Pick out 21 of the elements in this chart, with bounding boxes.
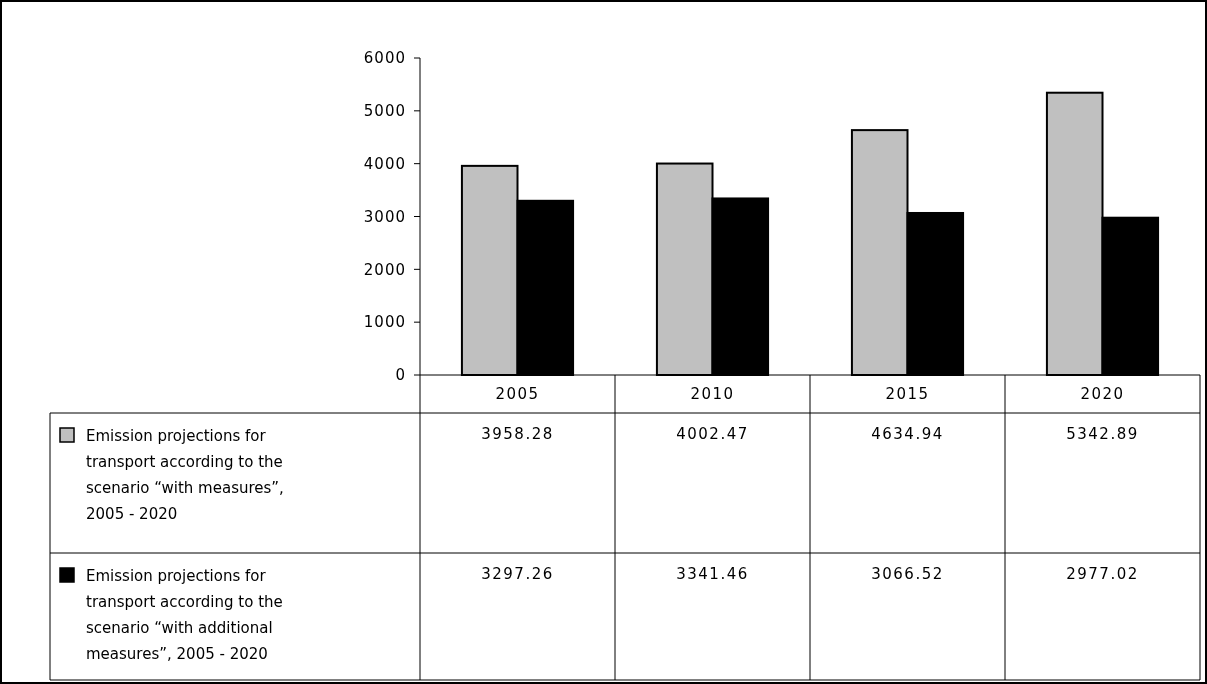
x-tick-label: 2005 <box>495 385 540 404</box>
y-tick-label: 4000 <box>363 154 406 173</box>
legend-label: Emission projections for transport according to the scenario “with measures”, 2005 - 2020 <box>86 427 284 523</box>
y-tick-label: 5000 <box>363 102 406 121</box>
data-label: 4634.94 <box>871 425 944 443</box>
data-label: 5342.89 <box>1066 425 1139 443</box>
data-label: 3297.26 <box>481 565 554 583</box>
y-tick-label: 0 <box>395 366 406 385</box>
data-label: 3066.52 <box>871 565 944 583</box>
data-label: 3341.46 <box>676 565 749 583</box>
data-label: 3958.28 <box>481 425 554 443</box>
data-label: 4002.47 <box>676 425 749 443</box>
x-tick-label: 2010 <box>690 385 735 404</box>
y-tick-label: 3000 <box>363 207 406 226</box>
legend-label: Emission projections for transport according to the scenario “with additional measures”, 2005 - 2020 <box>86 567 283 663</box>
x-tick-label: 2015 <box>885 385 930 404</box>
data-label: 2977.02 <box>1066 565 1139 583</box>
x-tick-label: 2020 <box>1080 385 1125 404</box>
y-tick-label: 1000 <box>363 313 406 332</box>
y-tick-label: 2000 <box>363 260 406 279</box>
y-tick-label: 6000 <box>363 49 406 68</box>
